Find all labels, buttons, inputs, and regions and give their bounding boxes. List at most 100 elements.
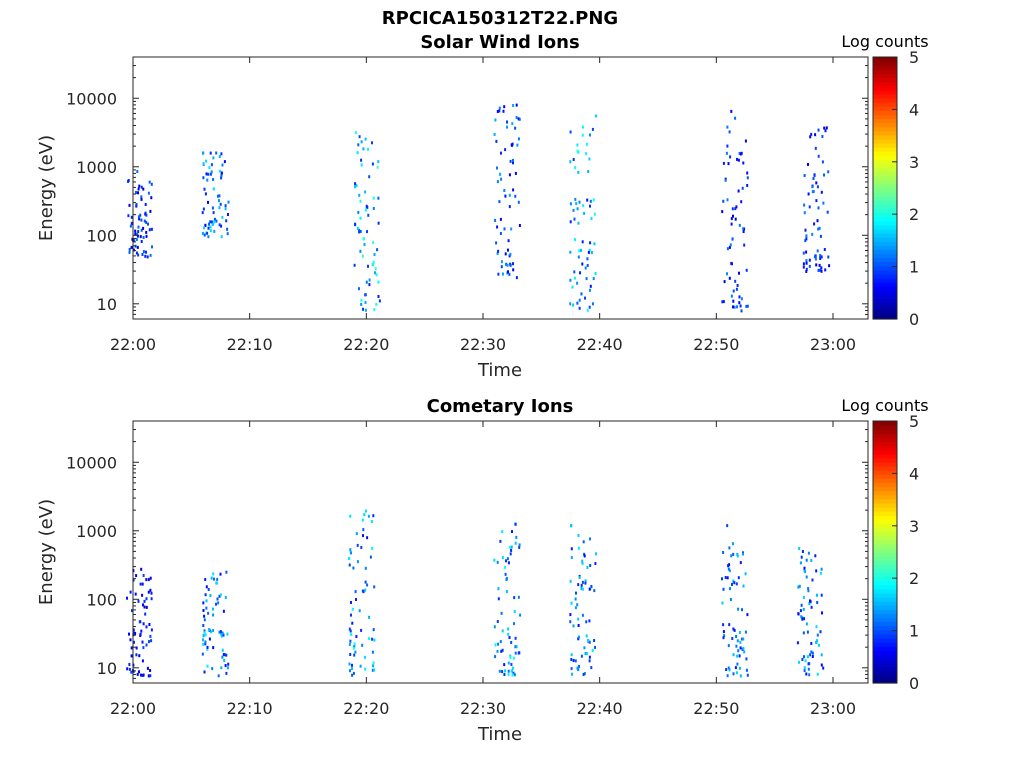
data-pixel: [135, 191, 137, 194]
x-tick-label: 22:30: [460, 335, 506, 354]
data-pixel: [731, 237, 734, 241]
data-pixel: [740, 200, 743, 204]
data-pixel: [148, 623, 151, 626]
data-pixel: [504, 565, 506, 569]
data-pixel: [732, 552, 735, 556]
colorbar-tick-label: 5: [909, 412, 919, 431]
data-pixel: [728, 546, 731, 550]
data-pixel: [586, 198, 589, 202]
data-pixel: [515, 116, 518, 119]
data-pixel: [516, 143, 519, 147]
colorbar-segment: [873, 523, 897, 529]
data-pixel: [509, 263, 512, 267]
data-pixel: [828, 264, 831, 268]
data-pixel: [137, 191, 139, 195]
data-pixel: [813, 173, 816, 177]
data-pixel: [722, 161, 725, 165]
data-pixel: [150, 196, 153, 200]
data-pixel: [815, 199, 818, 203]
data-pixel: [570, 658, 573, 661]
data-pixel: [729, 598, 732, 601]
data-pixel: [816, 639, 819, 643]
data-pixel: [736, 662, 739, 666]
data-pixel: [742, 161, 745, 165]
data-pixel: [744, 139, 747, 143]
data-pixel: [578, 298, 581, 302]
data-pixel: [815, 181, 818, 185]
data-pixel: [356, 543, 359, 547]
data-pixel: [586, 652, 589, 655]
colorbar-segment: [873, 65, 897, 70]
data-pixel: [134, 592, 137, 596]
data-pixel: [577, 617, 580, 621]
data-pixel: [590, 217, 593, 221]
data-pixel: [736, 639, 739, 643]
data-pixel: [227, 200, 230, 204]
panel-title: Solar Wind Ions: [420, 32, 579, 53]
data-pixel: [360, 628, 363, 632]
data-pixel: [142, 603, 144, 607]
colorbar-segment: [873, 77, 897, 83]
colorbar-segment: [873, 138, 897, 144]
data-pixel: [149, 674, 152, 678]
data-pixel: [569, 620, 572, 624]
data-pixel: [738, 271, 740, 275]
colorbar-segment: [873, 89, 897, 95]
data-pixel: [205, 585, 208, 589]
data-pixel: [353, 653, 356, 657]
data-pixel: [517, 595, 520, 599]
colorbar-label: Log counts: [841, 32, 928, 51]
data-pixel: [723, 634, 726, 638]
data-pixel: [514, 651, 517, 655]
data-pixel: [569, 220, 572, 224]
data-pixel: [807, 667, 810, 671]
data-pixel: [510, 227, 513, 231]
colorbar-tick-label: 0: [909, 674, 919, 693]
data-pixel: [574, 238, 576, 242]
data-pixel: [135, 646, 138, 650]
colorbar-segment: [873, 118, 897, 124]
data-pixel: [572, 659, 575, 662]
data-pixel: [227, 213, 229, 216]
data-pixel: [358, 609, 361, 613]
data-pixel: [138, 620, 141, 624]
data-pixel: [508, 545, 511, 549]
data-pixel: [501, 629, 504, 633]
colorbar-segment: [873, 151, 897, 156]
data-pixel: [728, 563, 731, 567]
data-pixel: [356, 151, 359, 155]
data-pixel: [808, 673, 811, 677]
data-pixel: [816, 185, 819, 189]
colorbar-tick-label: 3: [909, 517, 919, 536]
colorbar: 0 1 2 3 4 5: [872, 48, 919, 329]
data-pixel: [213, 217, 216, 221]
data-pixel: [742, 637, 745, 641]
data-pixel: [735, 635, 738, 638]
data-pixel: [495, 139, 498, 143]
data-pixel: [221, 163, 224, 167]
colorbar-segment: [873, 265, 897, 271]
data-pixel: [805, 575, 808, 579]
data-pixel: [731, 637, 734, 640]
data-pixel: [212, 646, 215, 650]
data-pixel: [493, 132, 496, 136]
data-pixel: [219, 593, 222, 597]
data-pixel: [512, 262, 514, 266]
data-pixel: [212, 187, 215, 191]
data-pixel: [512, 158, 514, 162]
data-pixel: [501, 260, 503, 264]
data-pixel: [805, 270, 808, 273]
data-pixel: [507, 248, 509, 252]
data-pixel: [206, 178, 209, 182]
data-pixel: [371, 141, 373, 145]
x-tick-label: 22:20: [343, 335, 389, 354]
data-pixel: [494, 118, 497, 122]
colorbar-segment: [873, 286, 897, 291]
data-pixel: [220, 176, 223, 180]
data-pixel: [728, 623, 731, 627]
data-pixel: [511, 673, 514, 677]
data-pixel: [735, 205, 738, 209]
data-pixel: [368, 175, 371, 179]
data-pixel: [733, 581, 736, 585]
data-pixel: [350, 551, 352, 555]
